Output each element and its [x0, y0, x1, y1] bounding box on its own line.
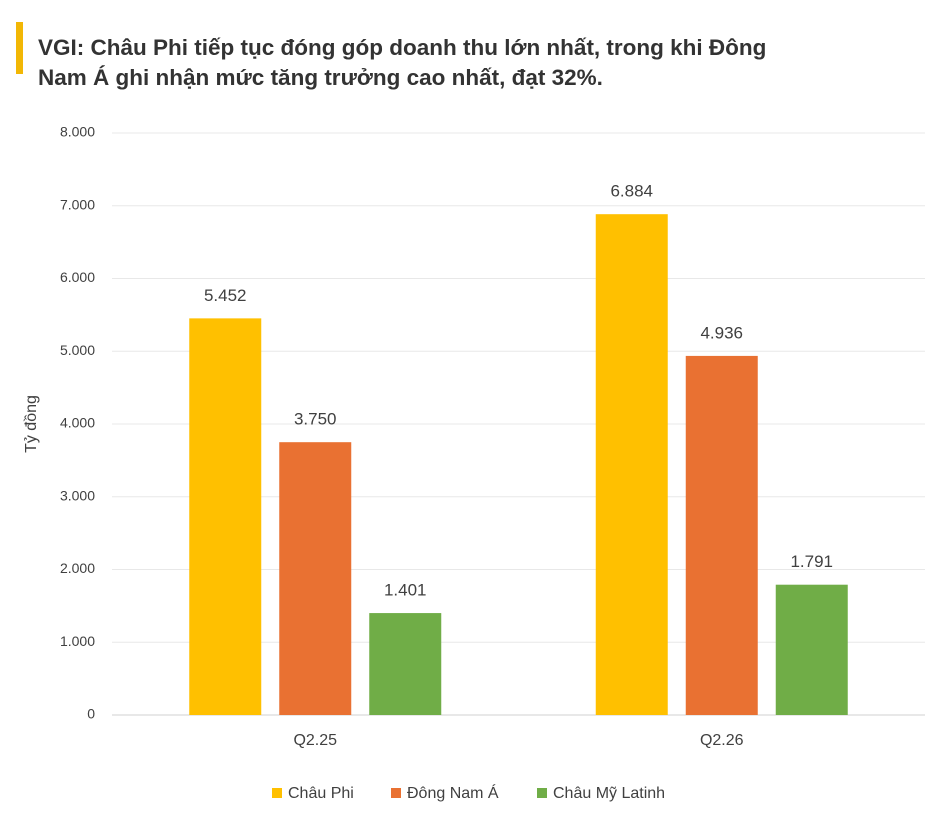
legend-swatch: [391, 788, 401, 798]
y-tick-label: 7.000: [60, 196, 95, 212]
legend-label: Châu Mỹ Latinh: [553, 785, 665, 802]
y-tick-label: 2.000: [60, 560, 95, 576]
legend-label: Châu Phi: [288, 785, 354, 802]
y-tick-label: 8.000: [60, 124, 95, 140]
title-accent: [16, 22, 23, 74]
y-tick-label: 3.000: [60, 487, 95, 503]
x-tick-label: Q2.25: [293, 732, 337, 749]
chart-title: VGI: Châu Phi tiếp tục đóng góp doanh th…: [38, 35, 767, 90]
bar: [595, 214, 668, 715]
data-label: 4.936: [700, 323, 743, 342]
data-label: 3.750: [294, 410, 337, 429]
y-tick-label: 5.000: [60, 342, 95, 358]
legend-swatch: [537, 788, 547, 798]
y-tick-label: 4.000: [60, 415, 95, 431]
bar: [189, 318, 262, 715]
data-label: 1.401: [384, 581, 427, 600]
legend-swatch: [272, 788, 282, 798]
x-tick-label: Q2.26: [700, 732, 744, 749]
y-tick-label: 1.000: [60, 633, 95, 649]
y-axis-label: Tỷ đồng: [23, 395, 40, 453]
bar: [685, 355, 758, 715]
data-label: 1.791: [790, 552, 833, 571]
y-tick-label: 0: [87, 706, 95, 722]
data-label: 6.884: [610, 182, 653, 201]
legend-label: Đông Nam Á: [407, 783, 499, 802]
bar: [369, 613, 442, 715]
bar: [279, 442, 352, 715]
y-tick-label: 6.000: [60, 269, 95, 285]
data-label: 5.452: [204, 286, 247, 305]
bar: [775, 584, 848, 715]
